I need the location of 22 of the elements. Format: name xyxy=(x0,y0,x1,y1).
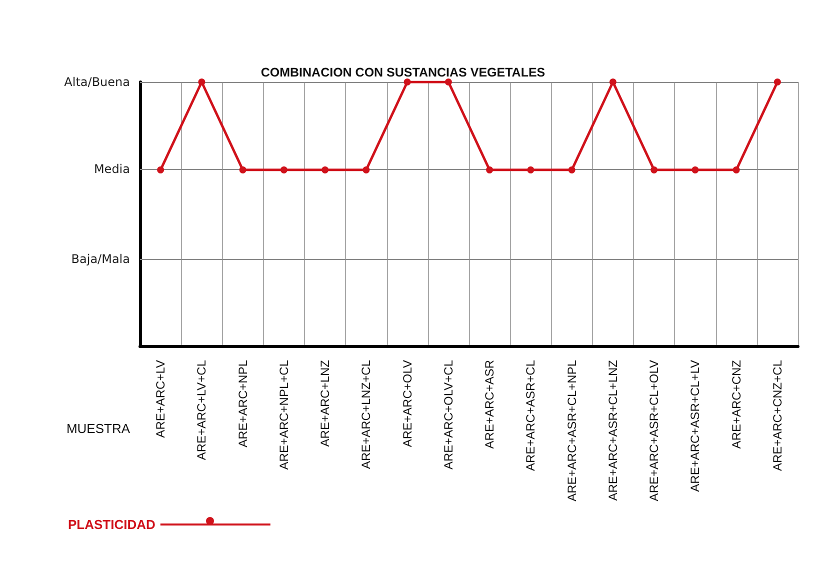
x-tick-label: ARE+ARC+ASR+CL xyxy=(524,360,538,472)
x-tick-label: ARE+ARC+ASR+CL+LV xyxy=(688,360,702,492)
chart-title: COMBINACION CON SUSTANCIAS VEGETALES xyxy=(260,66,546,80)
x-tick-label: ARE+ARC+LNZ xyxy=(318,360,332,447)
x-tick-label: ARE+ARC+LV xyxy=(154,360,168,438)
x-tick-label: ARE+ARC+LNZ+CL xyxy=(359,360,374,470)
x-axis-title: MUESTRA xyxy=(66,421,130,436)
x-tick-label: ARE+ARC+CNZ+CL xyxy=(770,360,784,472)
x-tick-label: ARE+ARC+NPL+CL xyxy=(276,360,291,470)
ref-line-label: Media xyxy=(94,162,130,176)
ref-line-label: Alta/Buena xyxy=(64,75,130,89)
text: PLASTICIDAD xyxy=(68,517,156,532)
x-tick-label: ARE+ARC+NPL xyxy=(236,360,250,448)
x-tick-label: ARE+ARC+ASR+CL+OLV xyxy=(647,360,662,502)
x-tick-label: ARE+ARC+LV+CL xyxy=(194,360,209,460)
x-tick-label: ARE+ARC+CNZ xyxy=(729,360,744,449)
x-tick-label: ARE+ARC+ASR+CL+NPL xyxy=(564,360,579,502)
x-tick-label: ARE+ARC+OLV+CL xyxy=(441,360,456,470)
x-tick-label: ARE+ARC+ASR xyxy=(482,360,497,449)
x-tick-label: ARE+ARC+ASR+CL+LNZ xyxy=(606,360,620,501)
x-tick-label: ARE+ARC+OLV xyxy=(400,360,414,448)
ref-line-label: Baja/Mala xyxy=(71,252,130,266)
